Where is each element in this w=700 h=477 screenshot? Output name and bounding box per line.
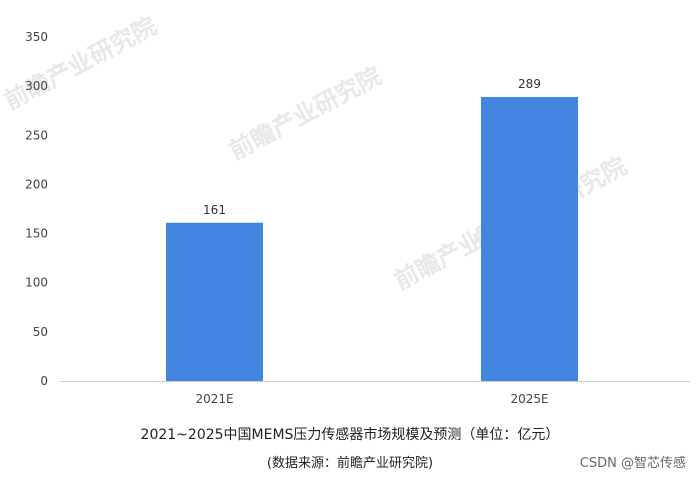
- x-tick-label: 2025E: [510, 392, 548, 406]
- y-tick-label: 350: [25, 30, 48, 44]
- chart: 前瞻产业研究院前瞻产业研究院前瞻产业研究院前瞻产业研究院 05010015020…: [0, 12, 690, 406]
- bar-2021E: [166, 222, 263, 381]
- y-tick-label: 250: [25, 128, 48, 142]
- y-tick-label: 50: [33, 325, 48, 339]
- data-label: 161: [203, 203, 226, 217]
- chart-source: (数据来源：前瞻产业研究院): [266, 456, 434, 471]
- watermark-text: 前瞻产业研究院: [0, 12, 161, 116]
- y-tick-label: 0: [40, 374, 48, 388]
- y-tick-label: 100: [25, 276, 48, 290]
- chart-title: 2021~2025中国MEMS压力传感器市场规模及预测（单位：亿元）: [140, 427, 560, 443]
- y-tick-label: 200: [25, 177, 48, 191]
- y-axis-ticks: 0 50 100 150 200 250 300 350: [25, 30, 48, 388]
- bars: [166, 96, 578, 381]
- csdn-credit: CSDN @智芯传感: [579, 456, 686, 471]
- data-label: 289: [518, 77, 541, 91]
- y-tick-label: 300: [25, 79, 48, 93]
- y-tick-label: 150: [25, 227, 48, 241]
- bar-2025E: [481, 96, 578, 381]
- watermark-text: 前瞻产业研究院: [225, 62, 386, 166]
- x-axis-ticks: 2021E 2025E: [195, 392, 548, 406]
- data-labels: 161 289: [203, 77, 541, 217]
- x-tick-label: 2021E: [195, 392, 233, 406]
